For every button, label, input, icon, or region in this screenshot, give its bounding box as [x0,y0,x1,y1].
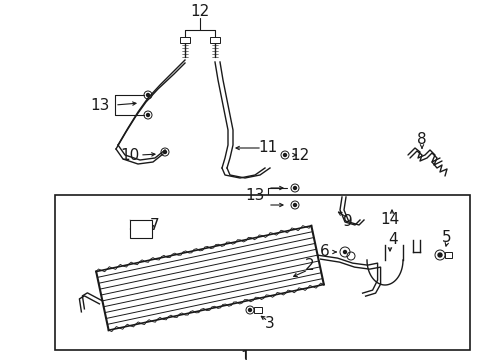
Circle shape [293,203,296,207]
Text: 6: 6 [320,244,329,260]
Text: 7: 7 [150,217,160,233]
Text: 9: 9 [343,215,352,230]
Circle shape [293,186,296,189]
Bar [180,37,190,43]
Circle shape [437,253,441,257]
Text: 8: 8 [416,132,426,148]
Circle shape [283,153,286,157]
Circle shape [163,150,166,153]
Circle shape [248,309,251,311]
Text: 10: 10 [120,148,140,162]
Text: 3: 3 [264,315,274,330]
Bar [55,195,469,350]
Text: 2: 2 [305,257,314,273]
Bar [444,252,451,258]
Circle shape [146,113,149,117]
Text: 13: 13 [90,98,109,112]
Bar [209,37,220,43]
Text: 14: 14 [380,212,399,228]
Text: 5: 5 [441,230,451,246]
Bar [253,307,262,313]
Text: 11: 11 [258,140,277,156]
Circle shape [343,251,346,253]
Bar [130,220,152,238]
Text: 13: 13 [245,189,264,203]
Circle shape [146,94,149,96]
Text: 4: 4 [387,233,397,248]
Text: 12: 12 [190,4,209,19]
Text: 1: 1 [240,350,249,360]
Text: 12: 12 [290,148,309,162]
